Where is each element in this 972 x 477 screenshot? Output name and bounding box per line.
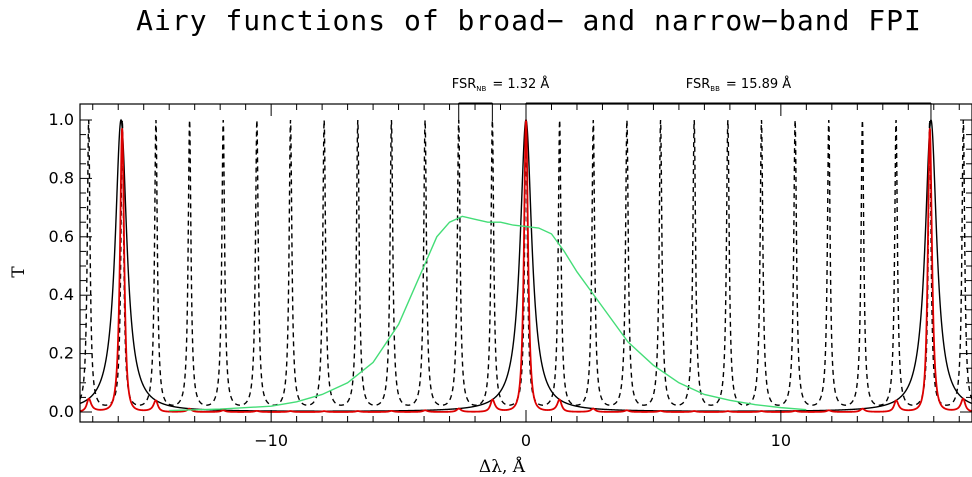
series-line-1 — [80, 119, 972, 406]
curve-layer — [80, 118, 972, 413]
y-tick-label: 1.0 — [49, 110, 74, 129]
tick-layer — [80, 104, 972, 422]
fsr-label: FSRNB = 1.32 Å — [452, 76, 550, 93]
x-axis-label: Δλ, Å — [479, 456, 526, 477]
x-tick-label: 10 — [771, 431, 791, 450]
fsr-label: FSRBB = 15.89 Å — [686, 76, 792, 93]
x-tick-label: 0 — [521, 431, 531, 450]
x-tick-label: −10 — [254, 431, 288, 450]
y-axis-label: T — [9, 266, 29, 278]
chart-title: Airy functions of broad− and narrow−band… — [136, 4, 922, 37]
y-tick-label: 0.4 — [49, 285, 74, 304]
fsr-annotation-layer: FSRNB = 1.32 Å FSRBB = 15.89 Å — [452, 76, 932, 121]
series-line-3 — [169, 215, 807, 412]
y-tick-label: 0.6 — [49, 227, 74, 246]
label-layer: 0.0 0.2 0.4 0.6 0.8 1.0 −10 0 10 Δλ, Å T — [9, 110, 791, 477]
y-tick-label: 0.2 — [49, 344, 74, 363]
y-tick-label: 0.8 — [49, 168, 74, 187]
y-tick-label: 0.0 — [49, 402, 74, 421]
